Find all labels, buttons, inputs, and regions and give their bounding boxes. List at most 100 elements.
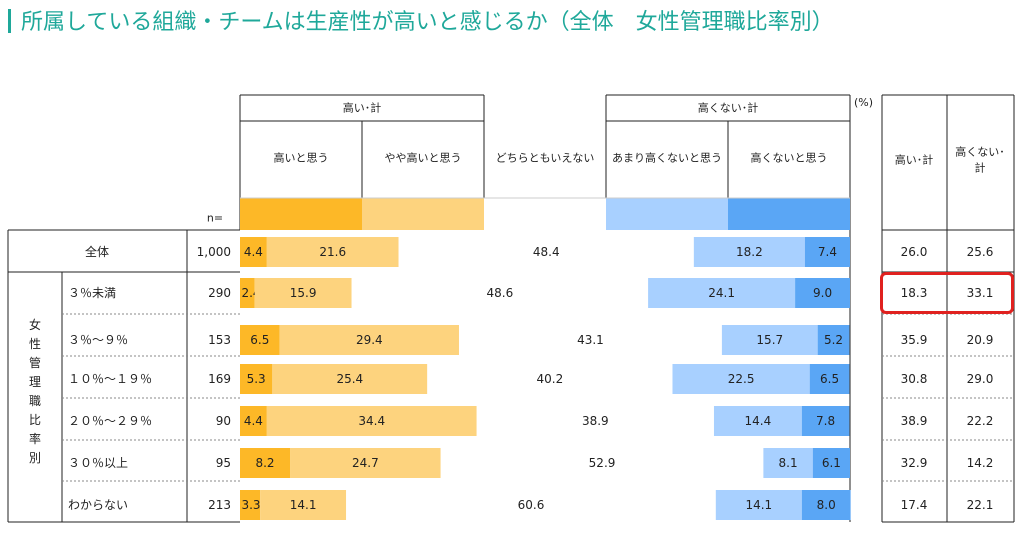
data-label: 14.4 [745,414,772,428]
bar-segment [721,325,818,355]
bar-segment [240,278,255,308]
row-group-label-char: 性 [29,337,41,351]
bar-segment [260,490,347,520]
summary-low-value: 29.0 [967,372,994,386]
title-text: 所属している組織・チームは生産性が高いと感じるか（全体 女性管理職比率別） [21,10,834,35]
legend-swatch-5 [728,198,850,230]
row-n: 90 [216,414,231,428]
bar-segment [804,237,850,267]
data-label: 43.1 [577,333,604,347]
bar-segment [812,448,850,478]
legend-swatch-1 [240,198,362,230]
data-label: 14.1 [745,498,772,512]
data-label: 15.7 [756,333,783,347]
data-label: 9.0 [813,286,832,300]
bar-segment [398,237,694,267]
row-label: 全体 [85,244,109,259]
row-group-label-char: 管 [29,355,41,370]
summary-high-value: 18.3 [901,286,928,300]
legend-label-4: あまり高くないと思う [612,151,722,165]
row-n: 290 [208,286,231,300]
data-label: 25.4 [336,372,363,386]
summary-high-value: 30.8 [901,372,928,386]
data-label: 6.5 [250,333,269,347]
bar-segment [351,278,649,308]
summary-low-value: 14.2 [967,456,994,470]
bar-segment [648,278,796,308]
bar-segment [427,364,673,394]
bar-segment [801,490,851,520]
data-label: 60.6 [518,498,545,512]
bar-segment [795,278,850,308]
data-label: 48.6 [487,286,514,300]
bar-segment [240,237,267,267]
row-label: １０％～１９％ [68,372,152,386]
data-label: 22.5 [728,372,755,386]
data-label: 8.1 [779,456,798,470]
row-group-label-char: 比 [29,413,41,427]
row-group-label-char: 職 [29,394,41,408]
highlight-box [880,272,1014,314]
row-n: 1,000 [197,245,231,259]
legend-swatch-2 [362,198,484,230]
row-label: ３％未満 [68,286,116,300]
data-label: 15.9 [290,286,317,300]
summary-high-value: 26.0 [901,245,928,259]
bar-segment [476,406,714,436]
data-label: 14.1 [290,498,317,512]
summary-header-high: 高い･計 [895,153,934,167]
bar-segment [240,448,291,478]
data-label: 29.4 [356,333,383,347]
row-label: ３０％以上 [68,456,128,470]
unit-label: (%) [854,96,874,109]
bar-segment [240,364,273,394]
summary-header-low-1: 高くない･ [955,145,1005,159]
summary-low-value: 20.9 [967,333,994,347]
summary-high-value: 35.9 [901,333,928,347]
bar-segment [272,364,428,394]
data-label: 24.7 [352,456,379,470]
row-n: 153 [208,333,231,347]
bar-segment [240,406,267,436]
bar-segment [693,237,805,267]
data-label: 38.9 [582,414,609,428]
legend-label-5: 高くないと思う [751,151,828,165]
title-accent-bar [8,9,11,33]
row-group-label-char: 別 [29,451,41,465]
data-label: 52.9 [589,456,616,470]
header-group-high: 高い･計 [343,101,382,115]
legend-swatch-4 [606,198,728,230]
legend-label-1: 高いと思う [274,151,329,165]
data-label: 24.1 [708,286,735,300]
legend-swatch-3 [484,198,606,230]
summary-high-value: 38.9 [901,414,928,428]
data-label: 5.3 [247,372,266,386]
bar-segment [672,364,810,394]
data-label: 3.3 [241,498,260,512]
row-label: ３％～９％ [68,333,128,347]
legend-label-2: やや高いと思う [385,151,462,165]
row-label: ２０％～２９％ [68,414,152,428]
data-label: 6.5 [820,372,839,386]
summary-high-value: 32.9 [901,456,928,470]
data-label: 40.2 [537,372,564,386]
page-title: 所属している組織・チームは生産性が高いと感じるか（全体 女性管理職比率別） [8,4,834,36]
bar-segment [254,278,352,308]
data-label: 21.6 [319,245,346,259]
data-label: 7.8 [816,414,835,428]
data-label: 7.4 [818,245,837,259]
bar-segment [713,406,802,436]
row-group-label-char: 女 [29,317,41,332]
bar-segment [801,406,850,436]
data-label: 8.0 [817,498,836,512]
row-n: 95 [216,456,231,470]
row-group-label-char: 理 [29,375,41,389]
bar-segment [763,448,813,478]
row-group-label-char: 率 [29,431,41,446]
row-label: わからない [68,498,128,512]
data-label: 6.1 [822,456,841,470]
row-n: 213 [208,498,231,512]
summary-header-low-2: 計 [975,161,986,175]
data-label: 34.4 [358,414,385,428]
bar-segment [440,448,764,478]
